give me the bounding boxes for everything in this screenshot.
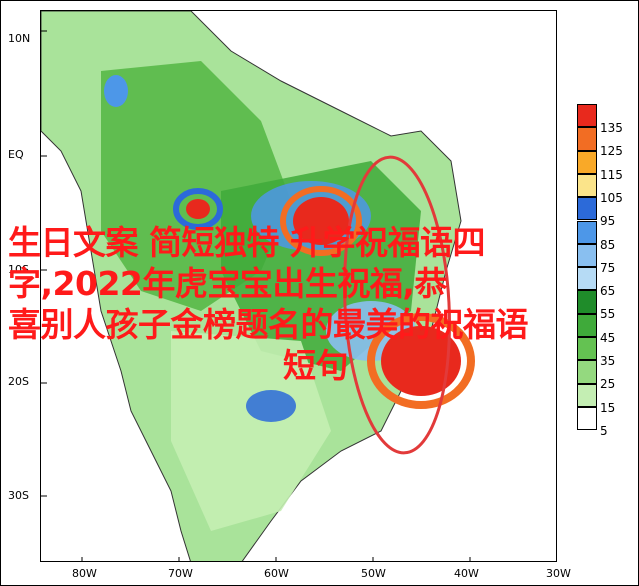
precipitation-map xyxy=(40,10,557,562)
lon-label-4: 40W xyxy=(454,567,479,580)
legend-swatch-5 xyxy=(577,406,597,431)
legend-swatch-15 xyxy=(577,383,597,407)
legend-label-35: 35 xyxy=(600,354,616,368)
lon-label-2: 60W xyxy=(264,567,289,580)
legend-label-5: 5 xyxy=(600,423,608,438)
legend-swatch-125 xyxy=(577,127,597,151)
legend-swatch-55 xyxy=(577,290,597,314)
overlay-line-3: 喜别人孩子金榜题名的最美的祝福语 xyxy=(8,305,529,344)
orange-hotspot-north xyxy=(280,186,362,256)
legend-swatch-105 xyxy=(577,173,597,198)
red-hotspot-east xyxy=(381,326,461,396)
map-canvas xyxy=(41,11,475,561)
light-green-south xyxy=(171,331,331,531)
legend-label-15: 15 xyxy=(600,400,616,415)
legend-swatch-115 xyxy=(577,150,597,174)
lon-label-0: 80W xyxy=(72,567,97,580)
red-hotspot-west xyxy=(186,199,210,219)
legend-swatch-65 xyxy=(577,267,597,291)
legend-label-65: 65 xyxy=(600,284,616,299)
overlay-line-4: 短句 xyxy=(283,346,349,385)
highlight-ring xyxy=(342,155,452,455)
lat-label-1: EQ xyxy=(8,148,24,161)
legend-label-25: 25 xyxy=(600,377,616,392)
legend-swatch-25 xyxy=(577,360,597,384)
legend-label-75: 75 xyxy=(600,260,616,275)
lat-label-3: 20S xyxy=(8,375,29,388)
lat-label-2: 10S xyxy=(8,263,29,276)
overlay-line-1: 生日文案 简短独特 升学祝福语四 xyxy=(8,223,485,262)
lon-label-1: 70W xyxy=(168,567,193,580)
lat-label-0: 10N xyxy=(8,32,31,45)
legend-label-95: 95 xyxy=(600,214,616,229)
blue-patch-sw xyxy=(246,390,296,422)
lon-label-5: 30W xyxy=(546,567,571,580)
red-hotspot-north xyxy=(293,197,349,245)
legend-label-105: 105 xyxy=(600,190,623,205)
legend-label-125: 125 xyxy=(600,144,623,159)
legend-swatch-75 xyxy=(577,243,597,268)
legend-swatch-35 xyxy=(577,337,597,361)
legend-swatch-95 xyxy=(577,197,597,221)
legend-label-55: 55 xyxy=(600,307,616,322)
legend-swatch-85 xyxy=(577,220,597,244)
blue-patch-west xyxy=(173,188,223,230)
legend-label-45: 45 xyxy=(600,330,616,345)
blue-patch-far-north xyxy=(104,75,128,107)
lat-label-4: 30S xyxy=(8,489,29,502)
orange-hotspot-east xyxy=(367,313,475,409)
legend-label-85: 85 xyxy=(600,237,616,252)
overlay-line-2: 字,2022年虎宝宝出生祝福,恭 xyxy=(8,264,447,303)
legend-label-115: 115 xyxy=(600,167,623,182)
overlay-title: 生日文案 简短独特 升学祝福语四 字,2022年虎宝宝出生祝福,恭 喜别人孩子金… xyxy=(8,222,628,386)
lon-label-3: 50W xyxy=(361,567,386,580)
grid-ticks xyxy=(41,30,471,561)
legend-label-135: 135 xyxy=(600,121,623,135)
legend-swatch-135 xyxy=(577,104,597,128)
legend-swatch-45 xyxy=(577,313,597,337)
